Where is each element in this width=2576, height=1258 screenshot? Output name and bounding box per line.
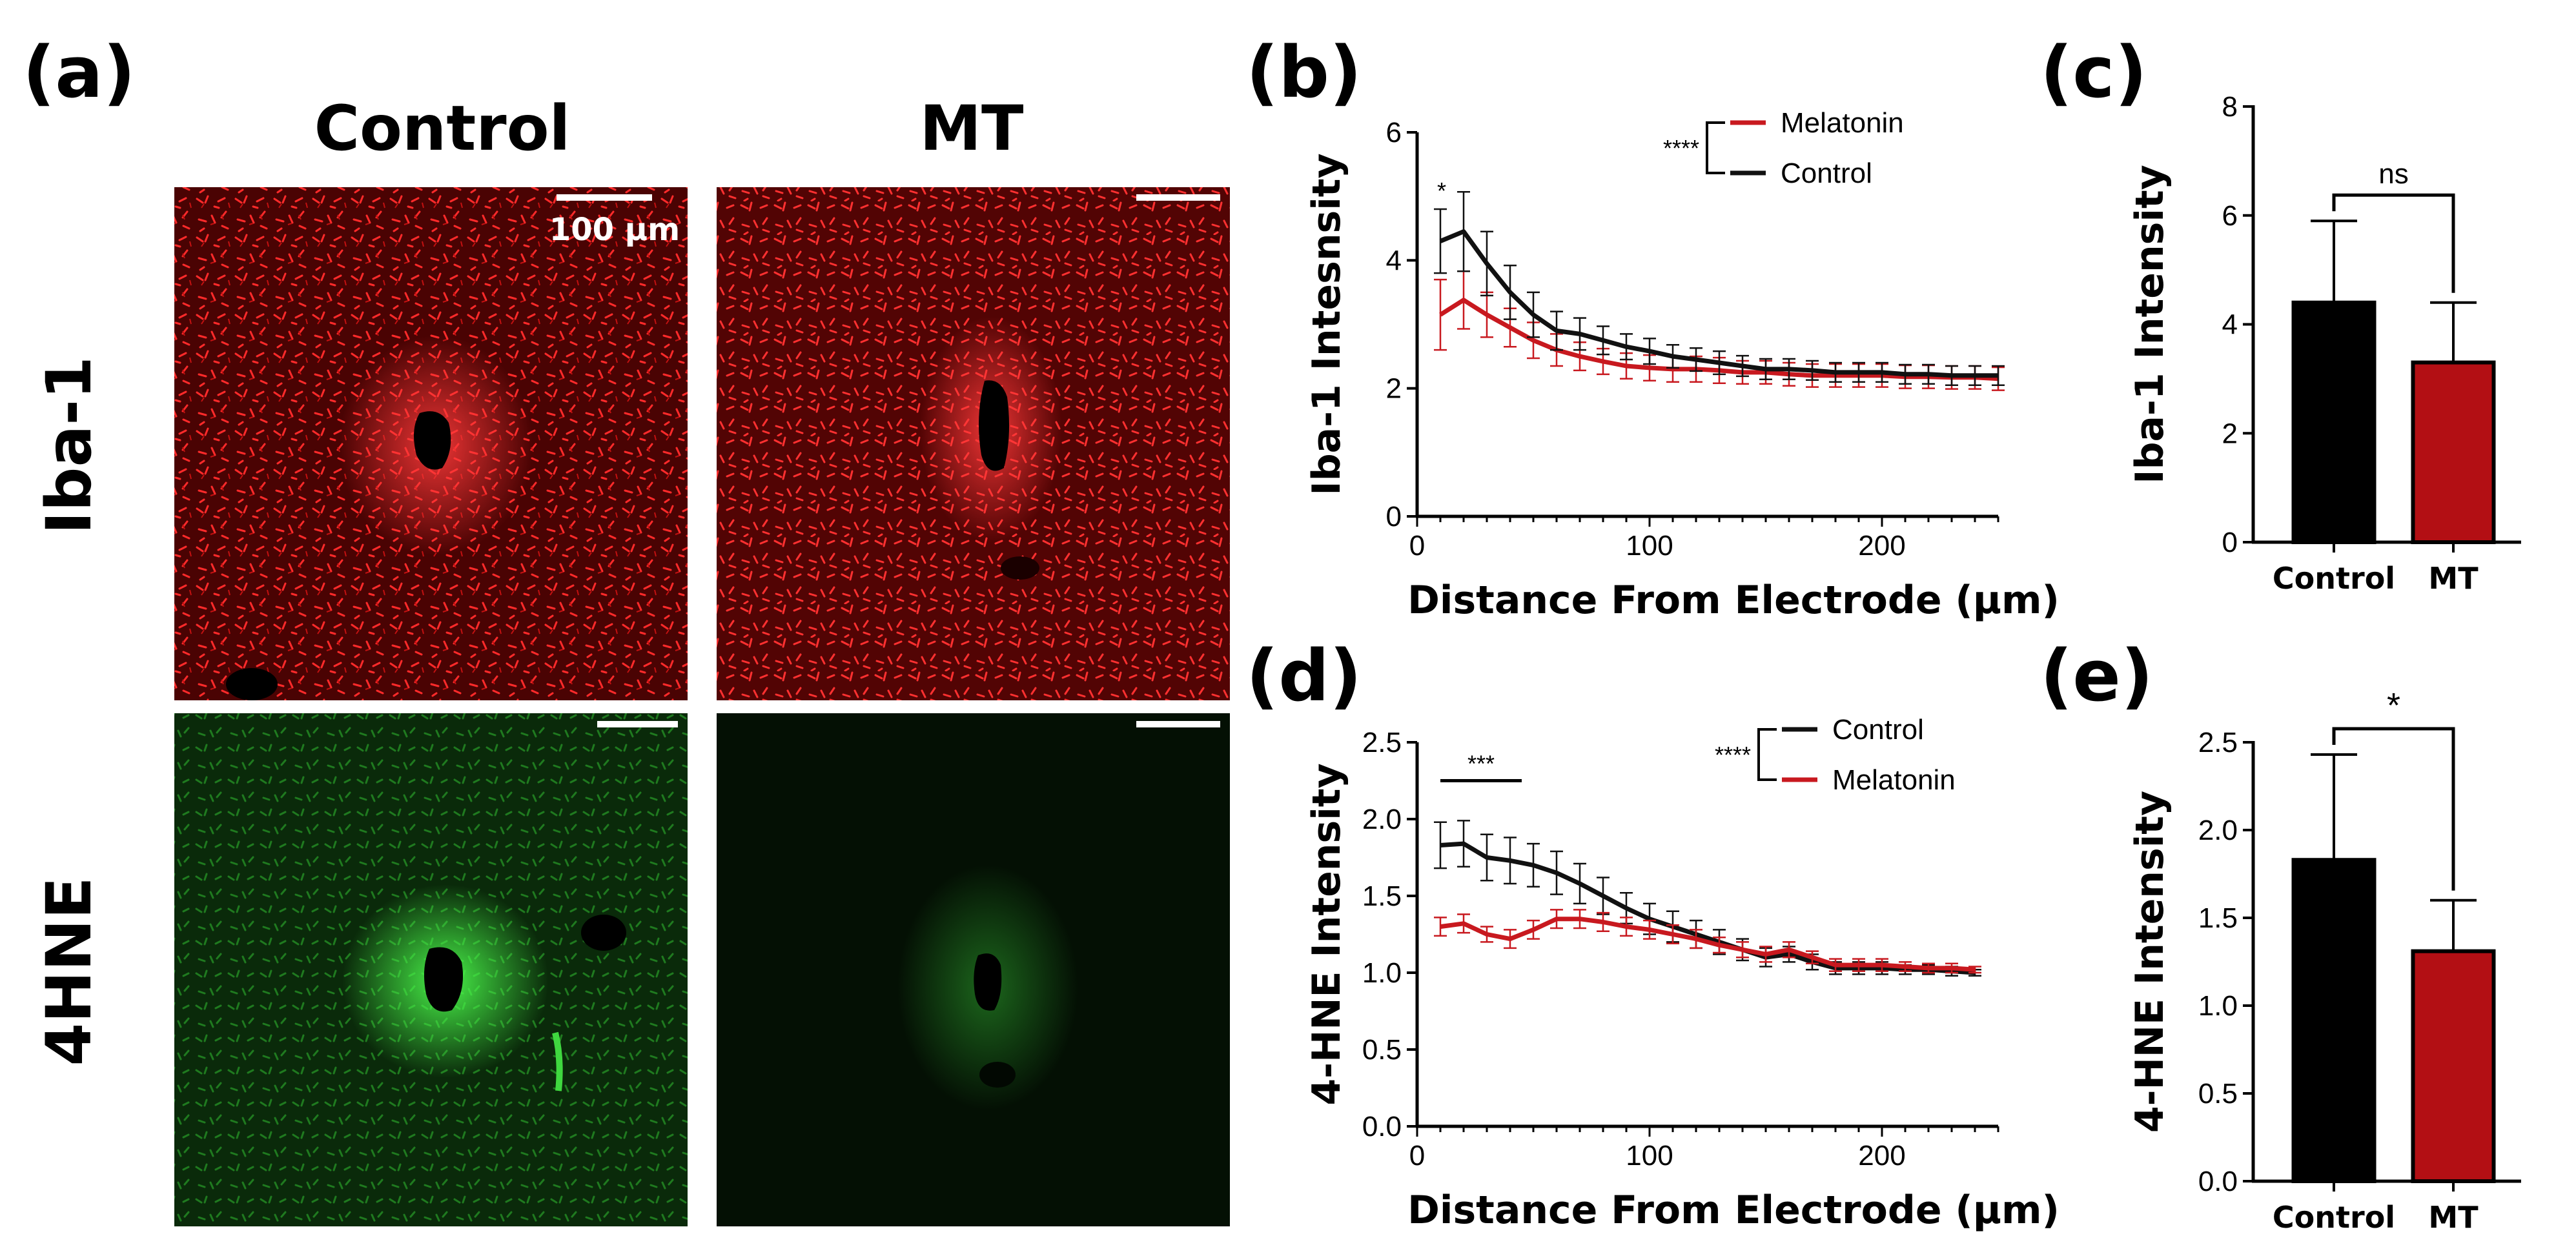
- category-label-mt: MT: [2428, 1200, 2479, 1235]
- y-axis-title: 4-HNE Intensity: [1304, 763, 1349, 1105]
- x-tick-label: 200: [1858, 530, 1905, 562]
- micrograph-4hne-mt: [717, 713, 1230, 1226]
- y-tick-label: 0.0: [1362, 1111, 1402, 1142]
- legend-label-melatonin: Melatonin: [1781, 107, 1904, 139]
- x-tick-label: 200: [1858, 1140, 1905, 1172]
- scale-bar-label: 100 µm: [549, 212, 680, 248]
- y-tick-label: 2.0: [2198, 815, 2238, 846]
- chart-d-4hne-line: 0.0 0.5 1.0 1.5 2.0 2.5 0 100 200 Distance From E…: [1304, 714, 2060, 1233]
- micrograph-iba1-control: 100 µm: [174, 187, 688, 700]
- row-label-iba1: Iba-1: [33, 356, 105, 534]
- y-tick-label: 8: [2222, 91, 2238, 123]
- legend-label-control: Control: [1781, 157, 1872, 189]
- x-tick-label: 0: [1409, 1140, 1425, 1172]
- y-tick-label: 2: [1386, 373, 1402, 405]
- melatonin-series-line: [1440, 917, 1976, 972]
- y-tick-label: 2.5: [2198, 727, 2238, 758]
- panel-label-b: (b): [1246, 31, 1362, 114]
- control-series-line: [1440, 841, 1976, 975]
- control-series-line: [1439, 229, 1998, 378]
- x-axis-title: Distance From Electrode (µm): [1407, 578, 2060, 623]
- x-axis-title: Distance From Electrode (µm): [1407, 1188, 2060, 1233]
- significance-annotation: ***: [1467, 751, 1495, 777]
- y-tick-label: 2: [2222, 418, 2238, 449]
- legend-bracket: [1757, 728, 1777, 781]
- col-header-control: Control: [314, 92, 571, 165]
- y-axis-title: 4-HNE Intensity: [2127, 791, 2172, 1133]
- y-tick-label: 6: [1386, 117, 1402, 148]
- y-tick-label: 1.0: [2198, 990, 2238, 1022]
- bar-mt: [2411, 949, 2496, 1184]
- legend-label-melatonin: Melatonin: [1832, 764, 1956, 796]
- y-tick-label: 0: [1386, 501, 1402, 533]
- bar-control: [2291, 858, 2377, 1183]
- y-tick-label: 1.5: [1362, 880, 1402, 912]
- y-tick-label: 1.0: [1362, 957, 1402, 989]
- significance-bracket: [2332, 193, 2455, 293]
- micrograph-4hne-control: [174, 713, 688, 1226]
- legend-bracket: [1706, 121, 1725, 174]
- y-tick-label: 4: [2222, 309, 2238, 341]
- significance-annotation: *: [1437, 178, 1446, 204]
- x-tick-label: 100: [1626, 530, 1673, 562]
- chart-c-iba1-bar: 0 2 4 6 8 Iba-1 Intensity Control MT ns: [2127, 91, 2521, 596]
- y-tick-label: 6: [2222, 200, 2238, 232]
- legend-significance: ****: [1715, 742, 1751, 768]
- x-tick-label: 100: [1626, 1140, 1673, 1172]
- y-tick-label: 1.5: [2198, 902, 2238, 934]
- significance-label: *: [2387, 686, 2400, 725]
- panel-label-e: (e): [2040, 634, 2153, 717]
- y-tick-label: 0.5: [2198, 1078, 2238, 1110]
- significance-bracket: [2332, 727, 2455, 891]
- bar-mt: [2411, 360, 2496, 544]
- panel-label-c: (c): [2040, 31, 2147, 114]
- y-axis-title: Iba-1 Intensity: [2127, 165, 2172, 484]
- significance-label: ns: [2378, 158, 2408, 190]
- legend-significance: ****: [1663, 135, 1699, 161]
- y-tick-label: 0.5: [1362, 1034, 1402, 1066]
- y-tick-label: 2.0: [1362, 804, 1402, 835]
- chart-e-4hne-bar: 0.0 0.5 1.0 1.5 2.0 2.5 4-HNE Intensity Control…: [2127, 686, 2521, 1235]
- row-label-4hne: 4HNE: [33, 877, 105, 1066]
- y-axis-title: Iba-1 Intesnsity: [1304, 153, 1349, 495]
- panel-label-a: (a): [23, 31, 136, 114]
- category-label-mt: MT: [2428, 561, 2479, 596]
- chart-b-iba1-line: 0 2 4 6 0 100 200 Distance From Electrode (µm) I…: [1304, 107, 2060, 623]
- panel-label-d: (d): [1246, 634, 1362, 717]
- y-tick-label: 2.5: [1362, 727, 1402, 758]
- bar-control: [2291, 300, 2377, 544]
- category-label-control: Control: [2273, 1200, 2395, 1235]
- col-header-mt: MT: [919, 92, 1023, 165]
- category-label-control: Control: [2273, 561, 2395, 596]
- y-tick-label: 0.0: [2198, 1166, 2238, 1197]
- y-tick-label: 0: [2222, 527, 2238, 558]
- x-tick-label: 0: [1409, 530, 1425, 562]
- legend-label-control: Control: [1832, 714, 1924, 746]
- micrograph-iba1-mt: [717, 187, 1230, 700]
- y-tick-label: 4: [1386, 245, 1402, 276]
